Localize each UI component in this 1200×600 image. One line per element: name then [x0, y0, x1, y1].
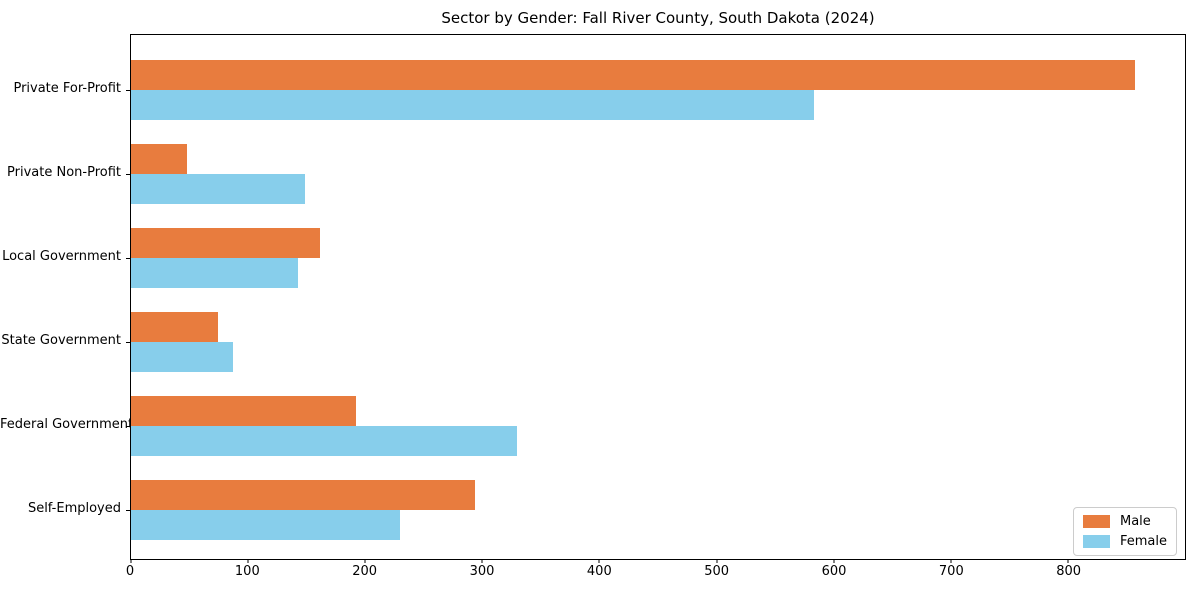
- bar-female-private-for-profit: [131, 90, 814, 120]
- x-tick-label-600: 600: [821, 564, 847, 579]
- y-tick-mark: [126, 510, 131, 511]
- y-tick-label-federal-government: Federal Government: [0, 417, 134, 432]
- x-tick-mark: [598, 559, 600, 563]
- bar-female-federal-government: [131, 426, 518, 456]
- y-tick-mark: [126, 342, 131, 343]
- bar-female-state-government: [131, 342, 233, 372]
- y-tick-mark: [126, 174, 131, 175]
- x-tick-label-700: 700: [938, 564, 964, 579]
- x-tick-mark: [364, 559, 366, 563]
- bar-male-state-government: [131, 312, 218, 342]
- bar-female-private-non-profit: [131, 174, 306, 204]
- x-tick-label-400: 400: [586, 564, 612, 579]
- x-axis-tick-labels: 0 100 200 300 400 500 600 700 800: [126, 563, 1186, 581]
- x-tick-label-300: 300: [469, 564, 495, 579]
- x-tick-label-800: 800: [1056, 564, 1082, 579]
- x-tick-mark: [950, 559, 952, 563]
- x-tick-label-200: 200: [352, 564, 378, 579]
- y-tick-label-local-government: Local Government: [2, 249, 121, 264]
- legend-swatch-female: [1082, 535, 1110, 548]
- x-tick-mark: [1067, 559, 1069, 563]
- x-tick-mark: [481, 559, 483, 563]
- y-tick-label-private-for-profit: Private For-Profit: [13, 81, 121, 96]
- y-tick-mark: [126, 90, 131, 91]
- y-tick-mark: [126, 258, 131, 259]
- y-tick-label-private-non-profit: Private Non-Profit: [7, 165, 121, 180]
- x-tick-label-500: 500: [704, 564, 730, 579]
- y-tick-label-self-employed: Self-Employed: [27, 501, 121, 516]
- x-tick-mark: [716, 559, 718, 563]
- chart-title: Sector by Gender: Fall River County, Sou…: [441, 9, 875, 27]
- x-tick-label-100: 100: [234, 564, 260, 579]
- y-tick-mark: [126, 426, 131, 427]
- x-tick-mark: [130, 559, 132, 563]
- bar-female-self-employed: [131, 510, 401, 540]
- legend-label-male: Male: [1119, 514, 1151, 529]
- y-tick-label-state-government: State Government: [1, 333, 121, 348]
- legend-swatch-male: [1082, 515, 1110, 528]
- legend-label-female: Female: [1119, 534, 1167, 549]
- legend-item-female: Female: [1082, 534, 1167, 549]
- legend-item-male: Male: [1082, 514, 1167, 529]
- x-tick-label-0: 0: [125, 564, 135, 579]
- bar-female-local-government: [131, 258, 299, 288]
- bar-male-federal-government: [131, 396, 356, 426]
- legend: Male Female: [1072, 507, 1177, 556]
- y-axis-labels: Private For-Profit Private Non-Profit Loca…: [0, 34, 134, 560]
- bar-male-local-government: [131, 228, 320, 258]
- x-tick-mark: [833, 559, 835, 563]
- bar-male-private-for-profit: [131, 60, 1135, 90]
- bar-male-private-non-profit: [131, 144, 188, 174]
- x-tick-mark: [247, 559, 249, 563]
- plot-area: Male Female: [126, 34, 1186, 563]
- bar-male-self-employed: [131, 480, 476, 510]
